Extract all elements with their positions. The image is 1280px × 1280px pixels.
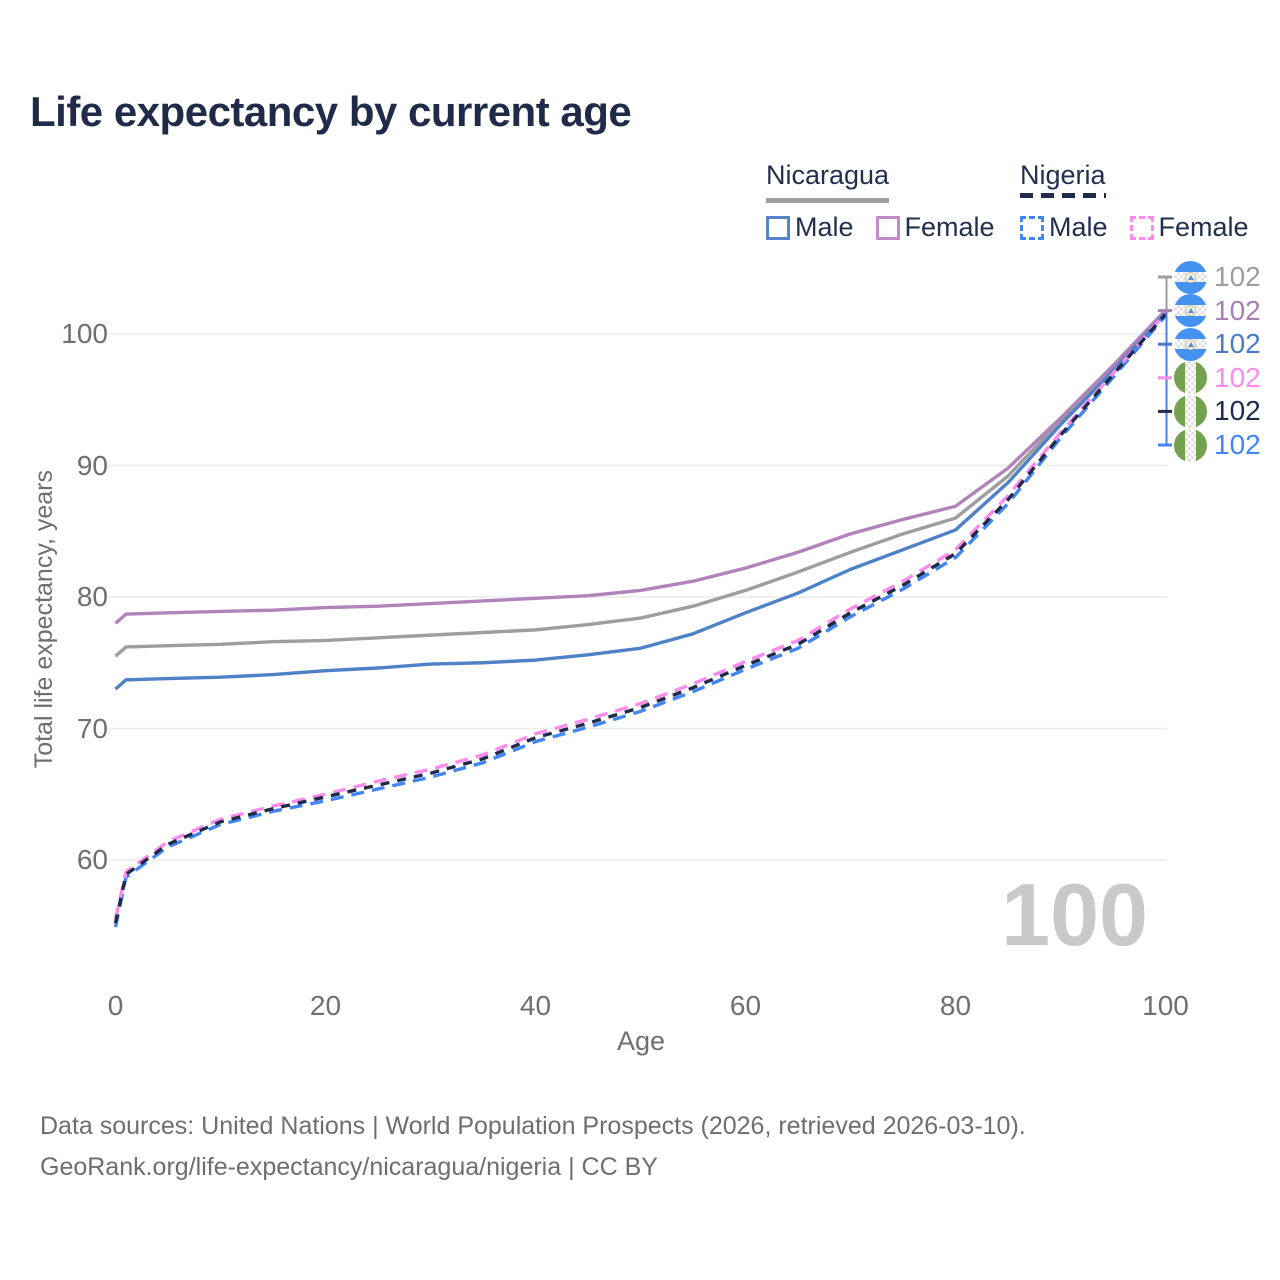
- footer: Data sources: United Nations | World Pop…: [40, 1106, 1026, 1188]
- y-tick-label-90: 90: [76, 449, 108, 481]
- watermark-age-value: 100: [1001, 865, 1148, 964]
- nicaragua-flag-icon: [1174, 294, 1207, 328]
- nigeria-male-checkbox[interactable]: [1020, 215, 1044, 240]
- nicaragua-male-checkbox[interactable]: [766, 215, 790, 240]
- end-label-row-nicaragua-male: 102: [1174, 327, 1261, 361]
- series-line-nicaragua_all: [114, 310, 1167, 658]
- legend-row: Male Female: [1020, 212, 1271, 243]
- x-tick-label-0: 0: [107, 990, 124, 1021]
- nigeria-male-label: Male: [1049, 212, 1108, 242]
- nicaragua-flag-icon: [1174, 260, 1207, 294]
- y-tick-label-80: 80: [76, 581, 108, 612]
- nigeria-female-label: Female: [1158, 212, 1249, 242]
- end-label-row-nigeria-male: 102: [1174, 428, 1261, 462]
- end-label-row-nigeria-all: 102: [1174, 394, 1261, 428]
- end-label-row-nicaragua-female: 102: [1174, 294, 1261, 328]
- end-value-label: 102: [1214, 328, 1261, 360]
- attribution-text: GeoRank.org/life-expectancy/nicaragua/ni…: [40, 1153, 658, 1181]
- legend-header-nicaragua[interactable]: Nicaragua: [766, 160, 890, 203]
- nigeria-female-checkbox[interactable]: [1129, 215, 1154, 240]
- data-sources-text: Data sources: United Nations | World Pop…: [40, 1112, 1026, 1140]
- series-line-nicaragua_female: [114, 309, 1167, 625]
- page-title: Life expectancy by current age: [30, 88, 632, 135]
- nigeria-flag-icon: [1174, 428, 1207, 462]
- x-tick-label-80: 80: [939, 990, 972, 1021]
- end-label-row-nicaragua-all: 102: [1174, 260, 1261, 294]
- end-value-label: 102: [1214, 361, 1261, 393]
- legend-group-nigeria: Nigeria Male Female: [1020, 160, 1271, 243]
- nigeria-flag-icon: [1174, 361, 1207, 395]
- x-tick-label-60: 60: [729, 990, 762, 1021]
- end-label-row-nigeria-female: 102: [1174, 361, 1261, 395]
- legend-row: Male Female: [766, 212, 1017, 243]
- series-line-nicaragua_male: [114, 311, 1167, 691]
- end-value-label: 102: [1214, 294, 1261, 326]
- x-tick-label-40: 40: [519, 990, 552, 1021]
- end-value-label: 102: [1214, 395, 1261, 427]
- x-tick-label-20: 20: [309, 990, 342, 1021]
- y-tick-label-70: 70: [76, 712, 108, 744]
- legend-group-nicaragua: Nicaragua Male Female: [766, 160, 1017, 243]
- x-axis-title: Age: [616, 1026, 666, 1056]
- series-line-nigeria_male: [113, 314, 1167, 928]
- nicaragua-male-label: Male: [795, 212, 854, 242]
- legend-header-nigeria[interactable]: Nigeria: [1020, 160, 1106, 203]
- y-tick-label-100: 100: [61, 318, 108, 349]
- x-tick-label-100: 100: [1142, 990, 1189, 1021]
- series-line-nigeria_female: [113, 311, 1167, 920]
- nicaragua-flag-icon: [1174, 327, 1207, 361]
- series-line-nigeria_all: [113, 313, 1167, 924]
- end-value-label: 102: [1214, 429, 1261, 460]
- nicaragua-female-label: Female: [904, 212, 995, 242]
- y-tick-label-60: 60: [76, 844, 108, 875]
- end-value-label: 102: [1214, 261, 1261, 292]
- nigeria-flag-icon: [1174, 394, 1207, 428]
- nicaragua-female-checkbox[interactable]: [875, 215, 900, 240]
